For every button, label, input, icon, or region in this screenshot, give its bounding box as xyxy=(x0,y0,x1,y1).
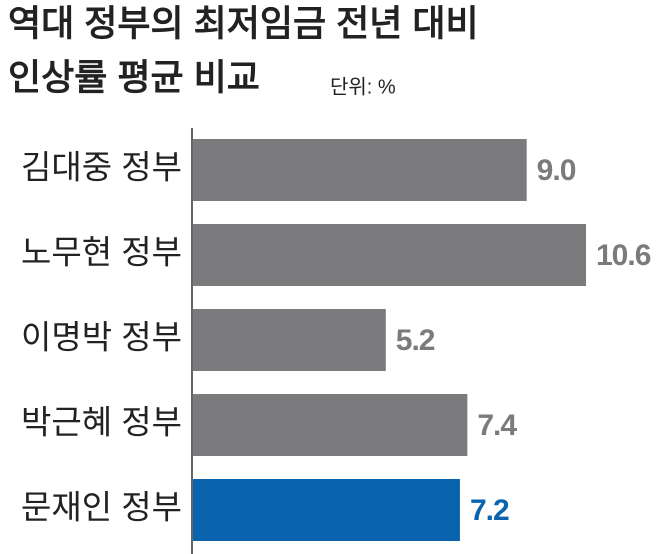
value-label: 10.6 xyxy=(596,239,651,272)
value-label: 7.2 xyxy=(470,494,509,527)
category-label: 노무현 정부 xyxy=(21,234,182,271)
category-label: 이명박 정부 xyxy=(21,319,182,356)
value-label: 5.2 xyxy=(396,324,435,357)
value-label: 7.4 xyxy=(477,409,517,442)
subtitle: 단위: % xyxy=(330,75,396,98)
bar xyxy=(193,479,460,541)
value-label: 9.0 xyxy=(537,154,576,187)
bar xyxy=(193,394,468,456)
category-label: 문재인 정부 xyxy=(21,489,182,526)
chart-title: 인상률 평균 비교 xyxy=(8,57,260,98)
category-label: 박근혜 정부 xyxy=(21,404,182,441)
chart-title: 역대 정부의 최저임금 전년 대비 xyxy=(8,3,479,44)
bar xyxy=(193,224,586,286)
category-label: 김대중 정부 xyxy=(21,149,182,186)
bar xyxy=(193,309,386,371)
bar xyxy=(193,139,527,201)
